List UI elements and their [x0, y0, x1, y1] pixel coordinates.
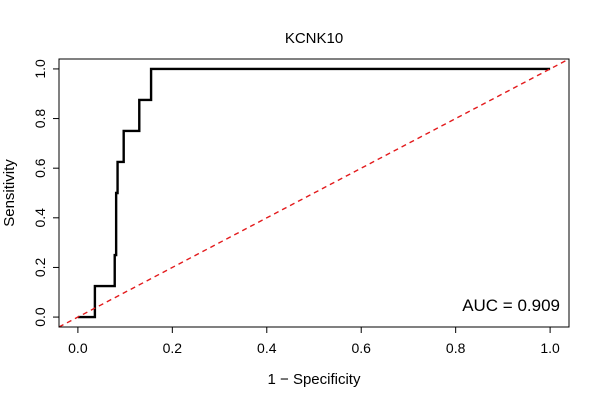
x-tick-label: 0.4 [257, 340, 277, 356]
y-tick-label: 0.2 [32, 258, 48, 278]
y-tick-label: 0.0 [32, 307, 48, 327]
x-tick-label: 1.0 [540, 340, 560, 356]
y-tick-label: 0.8 [32, 109, 48, 129]
y-tick-label: 0.4 [32, 208, 48, 228]
auc-annotation: AUC = 0.909 [462, 296, 560, 315]
x-axis: 0.0 0.2 0.4 0.6 0.8 1.0 [68, 326, 560, 356]
y-axis-label: Sensitivity [1, 159, 18, 227]
y-tick-label: 0.6 [32, 158, 48, 178]
chart-title: KCNK10 [285, 30, 343, 47]
roc-curve-line [77, 67, 551, 319]
x-axis-label: 1 − Specificity [268, 371, 361, 388]
y-axis: 0.0 0.2 0.4 0.6 0.8 1.0 [32, 59, 60, 327]
x-tick-label: 0.6 [351, 340, 371, 356]
x-tick-label: 0.2 [163, 340, 183, 356]
x-tick-label: 0.8 [446, 340, 466, 356]
reference-diagonal-line [58, 58, 570, 328]
y-tick-label: 1.0 [32, 59, 48, 79]
x-tick-label: 0.0 [68, 340, 88, 356]
plot-lines [58, 58, 570, 328]
